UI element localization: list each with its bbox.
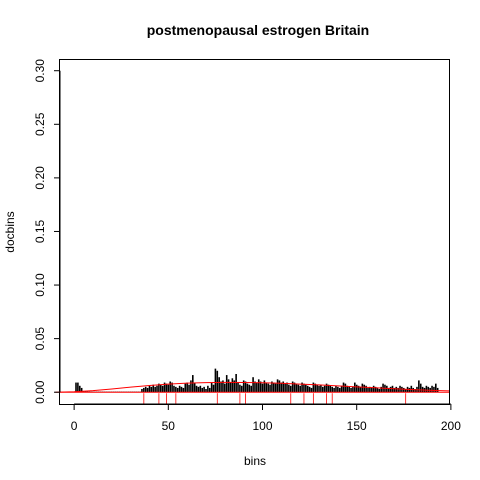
y-axis-label: docbins	[3, 211, 17, 252]
axes: 0 50 100 150 200 0.00 0.05 0.10 0.15 0.20 0.25 0.30	[33, 59, 461, 433]
y-tick-label: 0.15	[33, 219, 47, 243]
plot-frame	[59, 59, 450, 405]
chart-title: postmenopausal estrogen Britain	[147, 22, 369, 38]
y-tick-label: 0.10	[33, 273, 47, 297]
y-tick-label: 0.30	[33, 59, 47, 83]
x-tick-label: 50	[162, 419, 176, 433]
y-tick-label: 0.00	[33, 380, 47, 404]
y-tick-label: 0.20	[33, 166, 47, 190]
x-tick-label: 200	[441, 419, 461, 433]
x-tick-label: 0	[71, 419, 78, 433]
plot-area	[55, 368, 450, 405]
x-axis-label: bins	[244, 454, 266, 468]
density-curve	[55, 381, 450, 393]
y-tick-label: 0.05	[33, 327, 47, 351]
x-tick-label: 100	[252, 419, 272, 433]
y-tick-label: 0.25	[33, 112, 47, 136]
x-tick-label: 150	[347, 419, 367, 433]
